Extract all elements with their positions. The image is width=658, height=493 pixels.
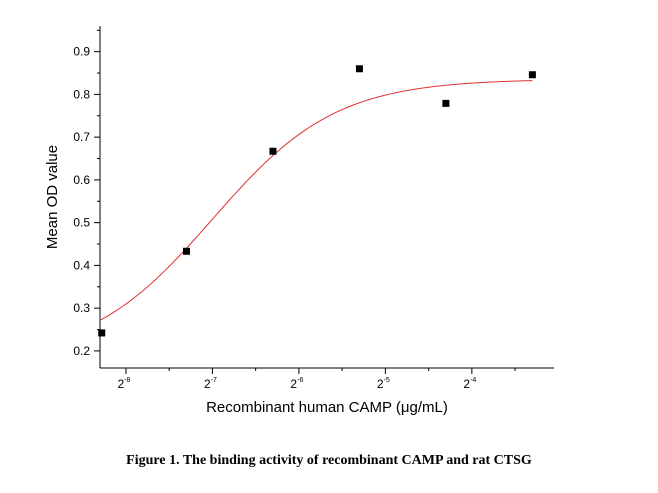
x-tick-label: 2-4 [463, 377, 476, 391]
chart: 0.20.30.40.50.60.70.80.92-8 2-7 2-6 2-5 2-4 … [44, 26, 554, 416]
data-point [355, 65, 363, 73]
data-point [269, 147, 277, 155]
x-tick-label: 2-5 [377, 377, 390, 391]
y-tick-label: 0.5 [73, 216, 90, 230]
x-tick-label: 2-8 [117, 377, 130, 391]
data-point [528, 71, 536, 79]
x-axis-title: Recombinant human CAMP (μg/mL) [206, 399, 448, 416]
y-axis-title: Mean OD value [44, 145, 61, 249]
fit-curve [99, 80, 533, 321]
plot-area: 0.2 0.3 0.4 0.5 0.6 0.7 0.8 0.9 2-8 2-7 2-6 2-5 2-4 [73, 26, 554, 391]
data-point [442, 99, 450, 107]
data-point [98, 329, 106, 337]
data-point [182, 247, 190, 255]
y-tick-label: 0.8 [73, 87, 90, 101]
x-tick-label: 2-6 [290, 377, 303, 391]
figure-caption: Figure 1. The binding activity of recomb… [126, 453, 532, 468]
y-tick-label: 0.4 [73, 258, 90, 272]
y-tick-label: 0.6 [73, 173, 90, 187]
y-tick-label: 0.2 [73, 344, 90, 358]
y-tick-label: 0.3 [73, 301, 90, 315]
y-tick-label: 0.9 [73, 45, 90, 59]
y-tick-label: 0.7 [73, 130, 90, 144]
x-tick-label: 2-7 [204, 377, 217, 391]
